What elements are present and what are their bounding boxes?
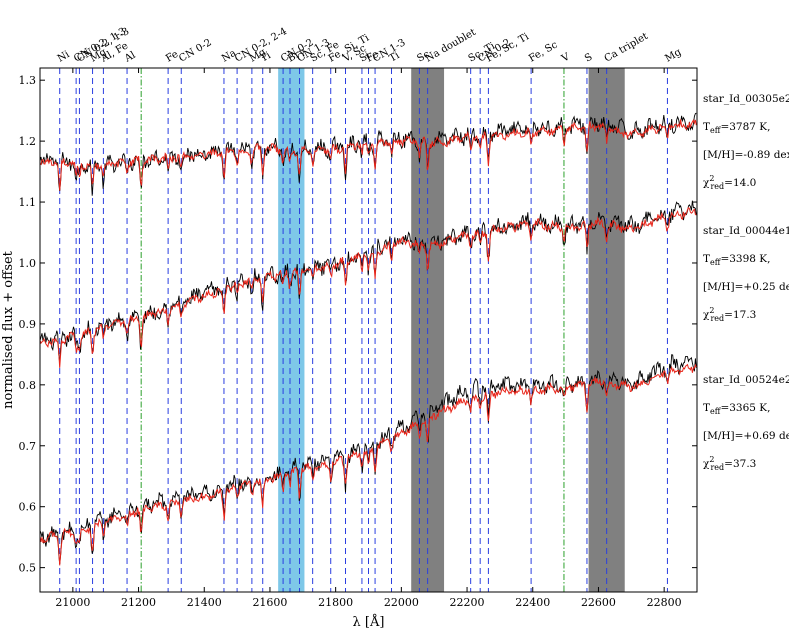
- teff-value: Teff=3787 K,: [703, 121, 770, 135]
- line-marker-label-28: Fe, Sc: [527, 39, 560, 64]
- line-marker-label-30: S: [583, 52, 595, 65]
- metallicity-value: [M/H]=+0.69 dex: [703, 430, 789, 442]
- line-marker-label-19: Si: [358, 50, 372, 65]
- teff-value: Teff=3398 K,: [703, 253, 770, 267]
- spectrum-series-3: [39, 206, 697, 368]
- shaded-regions: [278, 68, 625, 592]
- x-tick-label-0: 21000: [55, 596, 90, 609]
- chi2-value: χ2 red=17.3: [703, 306, 756, 323]
- fit-annotation-0: star_Id_00305e2 Teff=3787 K, [M/H]=-0.89 d…: [703, 93, 789, 191]
- y-tick-label-2: 0.7: [19, 440, 37, 453]
- fit-annotations: star_Id_00305e2 Teff=3787 K, [M/H]=-0.89 d…: [703, 93, 789, 472]
- x-tick-label-4: 21800: [318, 596, 353, 609]
- fit-annotation-2: star_Id_00524e2 Teff=3365 K, [M/H]=+0.69 d…: [703, 374, 789, 472]
- y-tick-label-1: 0.6: [19, 501, 37, 514]
- line-marker-label-32: Mg: [663, 46, 683, 64]
- x-tick-label-2: 21400: [187, 596, 222, 609]
- y-axis-title: normalised flux + offset: [1, 250, 16, 409]
- spectrum-series-1: [39, 118, 697, 191]
- line-marker-label-7: Fe: [164, 49, 180, 65]
- chi2-value: χ2 red=14.0: [703, 174, 756, 191]
- metallicity-value: [M/H]=+0.25 dex: [703, 281, 789, 293]
- x-tick-label-6: 22200: [450, 596, 485, 609]
- line-marker-label-0: Ni: [56, 49, 72, 65]
- x-axis-title: λ [Å]: [353, 614, 385, 630]
- fit-annotation-1: star_Id_00044e1 Teff=3398 K, [M/H]=+0.25 d…: [703, 225, 789, 323]
- line-markers: [59, 68, 668, 592]
- x-tick-label-9: 22800: [647, 596, 682, 609]
- shaded-region-0: [278, 68, 305, 592]
- y-tick-label-6: 1.1: [19, 196, 37, 209]
- x-tick-label-8: 22600: [581, 596, 616, 609]
- x-tick-label-5: 22000: [384, 596, 419, 609]
- spectrum-series-5: [39, 363, 697, 566]
- y-tick-label-4: 0.9: [19, 318, 37, 331]
- star-id: star_Id_00305e2: [703, 93, 789, 105]
- line-marker-label-8: CN 0-2: [177, 37, 213, 64]
- spectrum-series-0: [39, 112, 697, 196]
- line-marker-label-29: V: [559, 51, 572, 65]
- line-marker-label-12: Ti: [259, 50, 273, 64]
- spectra-series: [39, 112, 697, 566]
- line-marker-label-22: Ti: [387, 50, 401, 64]
- line-marker-label-5: Al: [122, 50, 137, 65]
- chi2-value: χ2 red=37.3: [703, 455, 756, 472]
- x-tick-label-3: 21600: [252, 596, 287, 609]
- y-tick-label-8: 1.3: [19, 74, 37, 87]
- x-tick-label-7: 22400: [515, 596, 550, 609]
- line-marker-label-31: Ca triplet: [603, 31, 650, 65]
- line-marker-label-21: CN 1-3: [371, 37, 407, 64]
- axis-ticks: 21000 21200 21400 21600 21800 22000 22200 22400…: [19, 68, 697, 609]
- teff-value: Teff=3365 K,: [703, 402, 770, 416]
- line-marker-label-20: Fe: [365, 49, 381, 65]
- star-id: star_Id_00044e1: [703, 225, 789, 237]
- plot-frame: [39, 67, 698, 593]
- y-tick-label-0: 0.5: [19, 562, 37, 575]
- y-tick-label-3: 0.8: [19, 379, 37, 392]
- x-tick-label-1: 21200: [121, 596, 156, 609]
- metallicity-value: [M/H]=-0.89 dex: [703, 149, 789, 161]
- star-id: star_Id_00524e2: [703, 374, 789, 386]
- y-tick-label-7: 1.2: [19, 135, 37, 148]
- y-tick-label-5: 1.0: [19, 257, 37, 270]
